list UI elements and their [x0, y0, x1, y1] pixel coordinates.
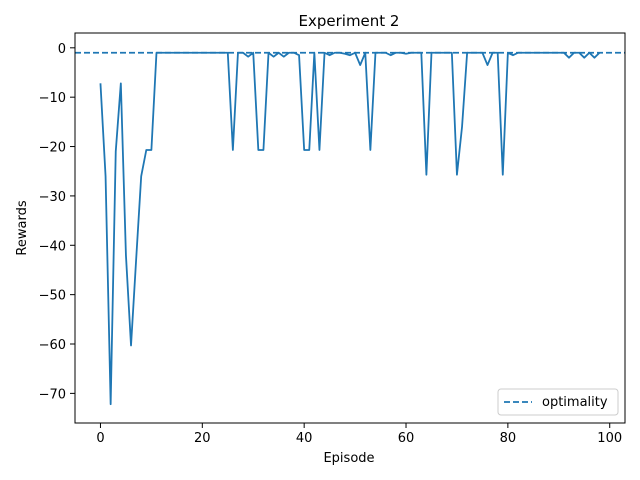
x-tick-label: 100 — [597, 431, 622, 446]
y-tick-label: 0 — [58, 42, 66, 57]
x-tick-label: 40 — [296, 431, 313, 446]
y-axis-ticks: 0 −10 −20 −30 −40 −50 −60 −70 — [39, 42, 75, 402]
y-tick-label: −10 — [39, 91, 66, 106]
x-axis-ticks: 0 20 40 60 80 100 — [96, 423, 622, 446]
y-tick-label: −30 — [39, 190, 66, 205]
y-axis-label: Rewards — [15, 200, 30, 255]
x-axis-label: Episode — [323, 451, 374, 466]
plot-area — [75, 51, 625, 406]
y-tick-label: −40 — [39, 239, 66, 254]
legend-box — [497, 388, 619, 416]
y-tick-label: −60 — [39, 338, 66, 353]
chart-title: Experiment 2 — [299, 12, 400, 30]
x-tick-label: 20 — [194, 431, 211, 446]
y-tick-label: −20 — [39, 141, 66, 156]
x-tick-label: 60 — [398, 431, 415, 446]
x-tick-label: 0 — [96, 431, 104, 446]
y-tick-label: −50 — [39, 289, 66, 304]
y-tick-label: −70 — [39, 387, 66, 402]
legend: optimality — [497, 388, 619, 416]
x-tick-label: 80 — [500, 431, 517, 446]
legend-label-optimality: optimality — [542, 395, 608, 410]
plot-frame — [74, 32, 626, 424]
